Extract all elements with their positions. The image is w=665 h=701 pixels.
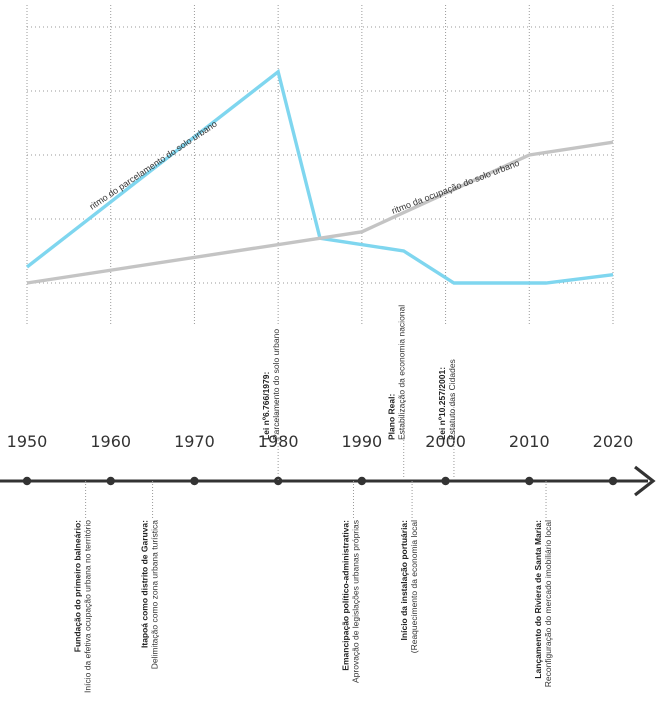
event-subtitle: (Reaquecimento da economia local [409, 520, 419, 653]
event-subtitle: Estabilização da economia nacional [397, 305, 407, 440]
event-subtitle: Delimitação como zona urbana turística [150, 520, 160, 670]
year-label: 1980 [258, 432, 299, 451]
event-title: Plano Real: [387, 394, 397, 440]
year-marker [525, 476, 534, 486]
event-title: Lançamento do Riviera de Santa Maria: [533, 520, 543, 679]
event-title: Lei nº10.257/2001: [437, 367, 447, 440]
event-subtitle: Aprovação de legislações urbanas própria… [350, 520, 360, 683]
timeline-event: Início da instalação portuária: (Reaqueci… [399, 481, 419, 653]
timeline-event: Plano Real: Estabilização da economia nac… [387, 305, 407, 481]
year-marker [190, 476, 199, 486]
event-subtitle: Reconfiguração do mercado imobiliário lo… [543, 520, 553, 687]
chart-grid [26, 5, 614, 325]
event-title: Itapoá como distrito de Garuva: [140, 520, 150, 648]
event-subtitle: Estatuto das Cidades [447, 359, 457, 440]
timeline-event: Fundação do primeiro balneário: Início da… [73, 481, 93, 693]
timeline-event: Lei nº10.257/2001: Estatuto das Cidades [437, 359, 457, 481]
timeline-arrowhead [634, 465, 656, 497]
year-label: 1960 [90, 432, 131, 451]
event-title: Fundação do primeiro balneário: [73, 520, 83, 652]
timeline-event: Lei nº6.766/1979: Parcelamento do solo ur… [261, 329, 281, 481]
timeline-event: Lançamento do Riviera de Santa Maria: Rec… [533, 481, 553, 687]
event-subtitle: Parcelamento do solo urbano [271, 329, 281, 440]
year-marker [441, 476, 450, 486]
year-label: 2010 [509, 432, 550, 451]
year-label: 1970 [174, 432, 215, 451]
timeline-axis: 1950 1960 1970 1980 1990 2000 2010 2020 [0, 432, 656, 497]
event-title: Lei nº6.766/1979: [261, 372, 271, 440]
timeline-event: Emancipação político-administrativa: Apro… [340, 481, 360, 683]
year-marker [22, 476, 32, 486]
timeline-events: Lei nº6.766/1979: Parcelamento do solo ur… [73, 305, 553, 693]
series-line-1 [26, 140, 614, 285]
year-label: 2000 [425, 432, 466, 451]
timeline-event: Itapoá como distrito de Garuva: Delimitaç… [140, 481, 160, 669]
year-label: 1990 [341, 432, 382, 451]
year-marker [608, 476, 618, 486]
year-label: 1950 [7, 432, 48, 451]
event-title: Emancipação político-administrativa: [340, 520, 350, 671]
series-label-ocupacao: ritmo da ocupação do solo urbano [390, 158, 521, 216]
series-line-0 [25, 68, 614, 285]
series-label-parcelamento: ritmo do parcelamento do solo urbano [88, 119, 219, 212]
series-labels: ritmo do parcelamento do solo urbano rit… [88, 119, 521, 216]
year-marker [357, 476, 367, 486]
chart-series [25, 68, 614, 285]
year-marker [106, 476, 115, 486]
year-marker [273, 476, 283, 486]
event-title: Início da instalação portuária: [399, 520, 409, 641]
event-subtitle: Início da efetiva ocupação urbana no ter… [83, 520, 93, 693]
year-label: 2020 [593, 432, 634, 451]
